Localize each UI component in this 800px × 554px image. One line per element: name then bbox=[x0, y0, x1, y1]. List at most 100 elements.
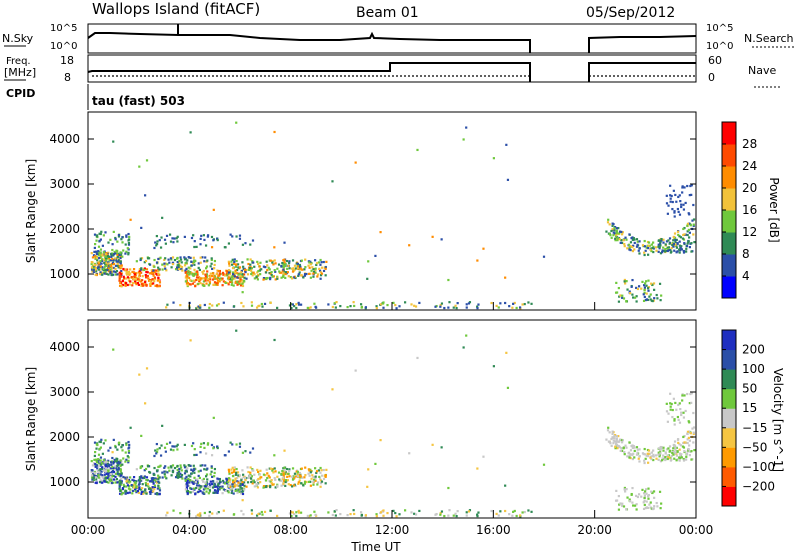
power-echo bbox=[107, 261, 110, 264]
velocity-echo bbox=[241, 483, 244, 486]
nsearch-tick-bottom: 10^0 bbox=[706, 41, 733, 52]
power-echo bbox=[138, 165, 141, 168]
velocity-echo bbox=[112, 478, 116, 481]
velocity-echo bbox=[229, 488, 232, 492]
velocity-echo bbox=[161, 424, 164, 427]
velocity-echo bbox=[278, 479, 282, 482]
power-echo bbox=[418, 301, 421, 305]
velocity-echo bbox=[111, 456, 114, 460]
velocity-echo bbox=[98, 447, 101, 451]
power-echo bbox=[615, 233, 618, 236]
velocity-echo bbox=[110, 461, 113, 464]
velocity-echo bbox=[139, 465, 142, 468]
velocity-echo bbox=[413, 512, 416, 515]
velocity-echo bbox=[157, 478, 160, 481]
power-echo bbox=[203, 303, 206, 307]
power-echo bbox=[140, 268, 143, 271]
velocity-echo bbox=[231, 475, 235, 478]
velocity-echo bbox=[327, 511, 330, 514]
power-echo bbox=[138, 273, 141, 276]
velocity-echo bbox=[213, 484, 216, 487]
power-echo bbox=[443, 306, 446, 310]
power-echo bbox=[119, 275, 122, 278]
velocity-echo bbox=[506, 386, 510, 389]
velocity-echo bbox=[286, 475, 289, 478]
velocity-echo bbox=[99, 480, 102, 484]
velocity-echo bbox=[288, 475, 291, 478]
power-echo bbox=[255, 276, 258, 279]
power-echo bbox=[668, 242, 671, 245]
velocity-echo bbox=[615, 437, 618, 440]
power-echo bbox=[99, 238, 102, 241]
velocity-echo bbox=[235, 329, 238, 332]
power-echo bbox=[674, 238, 677, 242]
velocity-echo bbox=[225, 482, 228, 485]
velocity-echo bbox=[642, 507, 646, 511]
power-echo bbox=[221, 284, 224, 287]
power-echo bbox=[688, 246, 691, 249]
power-echo bbox=[199, 281, 202, 285]
power-echo bbox=[195, 276, 199, 279]
velocity-echo bbox=[208, 489, 212, 492]
velocity-echo bbox=[297, 473, 300, 476]
power-echo bbox=[631, 278, 634, 282]
power-echo bbox=[617, 300, 621, 303]
velocity-echo bbox=[655, 457, 658, 460]
power-echo bbox=[91, 256, 95, 259]
velocity-echo bbox=[303, 481, 307, 484]
power-echo bbox=[283, 261, 286, 264]
power-echo bbox=[192, 279, 196, 282]
velocity-echo bbox=[163, 473, 166, 476]
velocity-echo bbox=[126, 480, 129, 483]
power-echo bbox=[631, 238, 634, 241]
velocity-echo bbox=[349, 512, 352, 516]
power-echo bbox=[125, 250, 128, 253]
velocity-echo bbox=[258, 473, 261, 476]
velocity-echo bbox=[678, 452, 681, 455]
power-echo bbox=[176, 260, 179, 264]
colorbar-tick-label: −15 bbox=[742, 421, 767, 435]
velocity-echo bbox=[94, 476, 97, 479]
power-echo bbox=[256, 260, 259, 264]
power-echo bbox=[645, 284, 648, 287]
power-echo bbox=[145, 270, 148, 274]
velocity-echo bbox=[267, 474, 270, 477]
velocity-echo bbox=[679, 408, 682, 411]
velocity-echo bbox=[295, 514, 298, 518]
velocity-echo bbox=[114, 446, 117, 449]
velocity-echo bbox=[118, 472, 121, 476]
power-echo bbox=[645, 298, 649, 301]
velocity-echo bbox=[683, 394, 686, 397]
power-echo bbox=[304, 258, 307, 261]
power-echo bbox=[153, 269, 156, 272]
velocity-echo bbox=[195, 453, 198, 457]
velocity-echo bbox=[283, 466, 286, 469]
nsky-panel: N.Sky 10^5 10^0 10^5 10^0 N.Search bbox=[2, 23, 795, 54]
power-echo bbox=[101, 268, 104, 271]
velocity-echo bbox=[120, 446, 123, 449]
velocity-echo bbox=[166, 471, 169, 474]
velocity-echo bbox=[685, 455, 688, 458]
colorbar-segment bbox=[722, 232, 736, 255]
velocity-echo bbox=[243, 488, 246, 491]
velocity-echo bbox=[661, 459, 664, 462]
power-echo bbox=[512, 302, 515, 305]
velocity-echo bbox=[241, 482, 244, 485]
power-echo bbox=[237, 273, 240, 276]
power-echo bbox=[231, 273, 235, 276]
power-echo bbox=[648, 295, 651, 298]
velocity-echo bbox=[134, 482, 137, 485]
power-echo bbox=[608, 223, 611, 226]
velocity-echo bbox=[638, 448, 641, 451]
power-echo bbox=[624, 282, 627, 285]
velocity-echo bbox=[102, 442, 105, 445]
power-echo bbox=[171, 256, 175, 259]
velocity-echo bbox=[144, 467, 148, 471]
velocity-echo bbox=[689, 392, 692, 396]
power-echo bbox=[246, 258, 249, 261]
power-echo bbox=[209, 278, 212, 281]
power-echo bbox=[205, 274, 208, 277]
velocity-echo bbox=[233, 485, 236, 488]
power-echo bbox=[127, 243, 131, 246]
velocity-echo bbox=[153, 454, 156, 458]
